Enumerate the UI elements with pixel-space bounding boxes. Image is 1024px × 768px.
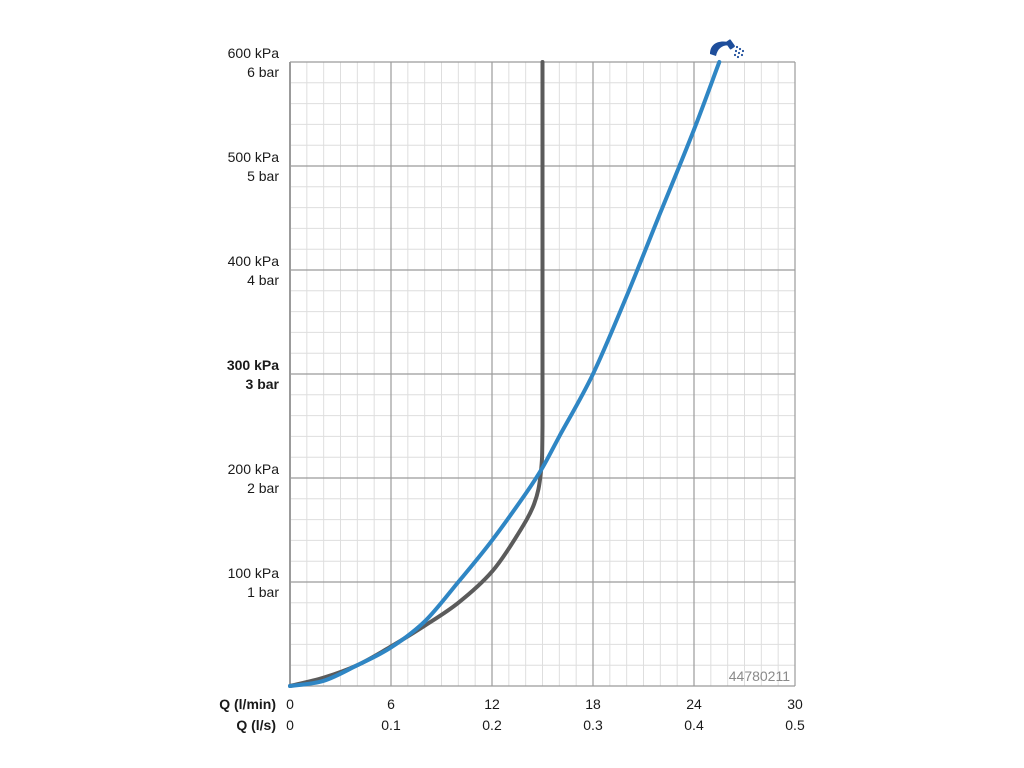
x-tick-label-lmin: 30: [787, 696, 803, 712]
x-tick-label-lmin: 0: [286, 696, 294, 712]
y-tick-label-kpa: 100 kPa: [228, 565, 280, 581]
x-tick-label-lmin: 24: [686, 696, 702, 712]
y-tick-label-kpa: 200 kPa: [228, 461, 280, 477]
x-tick-label-ls: 0.5: [785, 717, 805, 733]
x-tick-label-ls: 0.2: [482, 717, 502, 733]
x-axis-title-lmin: Q (l/min): [219, 696, 276, 712]
y-tick-label-kpa: 500 kPa: [228, 149, 280, 165]
x-tick-label-lmin: 18: [585, 696, 601, 712]
x-tick-label-lmin: 12: [484, 696, 500, 712]
x-tick-label-ls: 0.4: [684, 717, 704, 733]
y-tick-label-bar: 6 bar: [247, 64, 279, 80]
series-line-0: [288, 60, 722, 688]
x-axis-labels: 0 0 6 0.1 12 0.2 18 0.3 24 0.4 30 0.5: [286, 696, 805, 733]
x-tick-label-ls: 0.1: [381, 717, 401, 733]
y-tick-label-kpa: 300 kPa: [227, 357, 279, 373]
y-tick-label-bar: 5 bar: [247, 168, 279, 184]
y-tick-label-bar: 3 bar: [246, 376, 280, 392]
y-tick-label-kpa: 400 kPa: [228, 253, 280, 269]
series-layer: [288, 60, 722, 688]
y-tick-label-bar: 1 bar: [247, 584, 279, 600]
x-tick-label-lmin: 6: [387, 696, 395, 712]
x-tick-label-ls: 0.3: [583, 717, 603, 733]
shower-head-icon: [710, 39, 745, 59]
x-tick-label-ls: 0: [286, 717, 294, 733]
product-code: 44780211: [729, 668, 790, 684]
y-tick-label-bar: 4 bar: [247, 272, 279, 288]
y-tick-label-bar: 2 bar: [247, 480, 279, 496]
x-axis-title-ls: Q (l/s): [236, 717, 276, 733]
y-axis-labels: 100 kPa 1 bar 200 kPa 2 bar 300 kPa 3 bar 400 …: [227, 45, 280, 600]
y-tick-label-kpa: 600 kPa: [228, 45, 280, 61]
